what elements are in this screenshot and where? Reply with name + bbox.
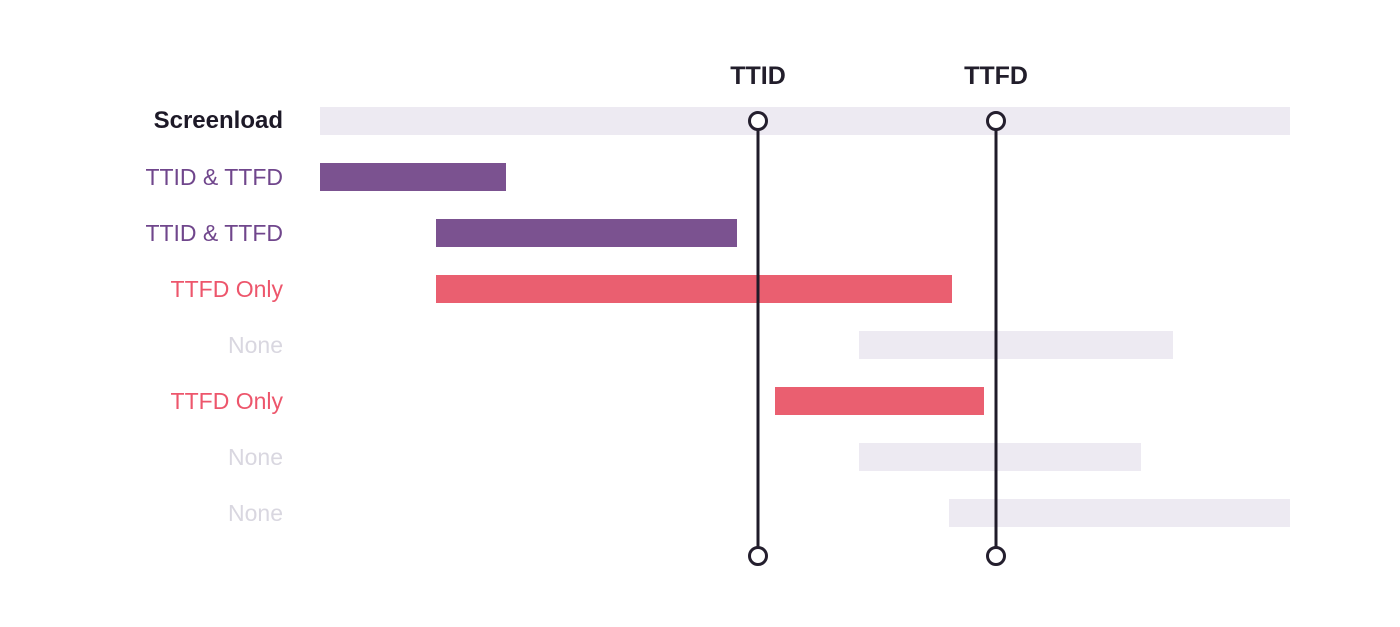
marker-label: TTFD <box>964 62 1028 90</box>
row-label: TTID & TTFD <box>145 220 283 246</box>
row-label: TTID & TTFD <box>145 164 283 190</box>
span-bar <box>775 387 984 415</box>
row-label: None <box>228 500 283 526</box>
span-bar <box>436 219 737 247</box>
row-label: None <box>228 444 283 470</box>
marker-line <box>994 121 998 556</box>
marker-label: TTID <box>730 62 786 90</box>
row-label: None <box>228 332 283 358</box>
marker-circle-bottom <box>748 546 768 566</box>
span-bar <box>949 499 1290 527</box>
span-bar <box>859 443 1141 471</box>
marker-circle-top <box>748 111 768 131</box>
row-label: Screenload <box>153 107 283 134</box>
row-label: TTFD Only <box>170 388 283 414</box>
row-label: TTFD Only <box>170 276 283 302</box>
span-bar <box>436 275 952 303</box>
marker-circle-top <box>986 111 1006 131</box>
marker-circle-bottom <box>986 546 1006 566</box>
span-bar <box>320 107 1290 135</box>
span-bar <box>320 163 506 191</box>
marker-line <box>756 121 760 556</box>
span-bar <box>859 331 1173 359</box>
